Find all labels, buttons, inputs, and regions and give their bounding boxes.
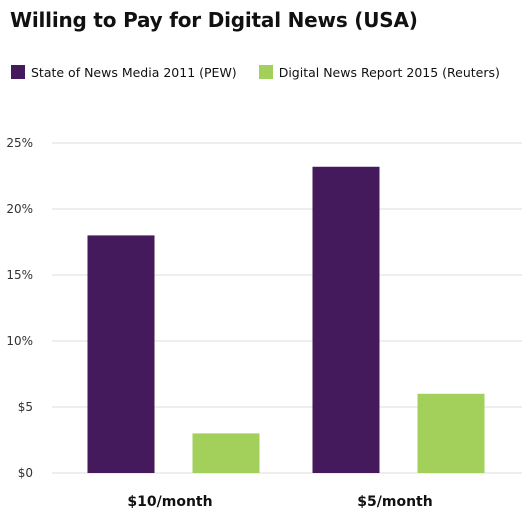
bar-2-series-1 — [312, 166, 380, 473]
y-tick-label-4: 20% — [6, 202, 33, 216]
y-tick-label-1: $5 — [18, 400, 33, 414]
chart-legend: State of News Media 2011 (PEW) Digital N… — [11, 63, 522, 81]
bar-1-series-1 — [87, 235, 155, 473]
legend-item-series-1: State of News Media 2011 (PEW) — [11, 65, 237, 80]
chart-title: Willing to Pay for Digital News (USA) — [10, 8, 418, 32]
y-tick-label-3: 15% — [6, 268, 33, 282]
label-layer: $0 $5 10% 15% 20% 25% $10/month $5/month — [6, 136, 432, 510]
legend-swatch-series-1 — [11, 65, 25, 79]
legend-swatch-series-2 — [258, 65, 273, 79]
legend-label-series-1: State of News Media 2011 (PEW) — [31, 64, 237, 80]
x-category-label-2: $5/month — [357, 494, 432, 510]
y-tick-label-0: $0 — [18, 466, 33, 480]
bar-layer — [87, 166, 485, 473]
y-tick-label-2: 10% — [6, 334, 33, 348]
legend-item-series-2: Digital News Report 2015 (Reuters) — [258, 64, 500, 80]
legend-label-series-2: Digital News Report 2015 (Reuters) — [278, 64, 500, 80]
bar-2-series-2 — [417, 393, 485, 473]
x-category-label-1: $10/month — [127, 494, 212, 510]
y-tick-label-5: 25% — [6, 136, 33, 150]
bar-1-series-2 — [192, 433, 260, 473]
